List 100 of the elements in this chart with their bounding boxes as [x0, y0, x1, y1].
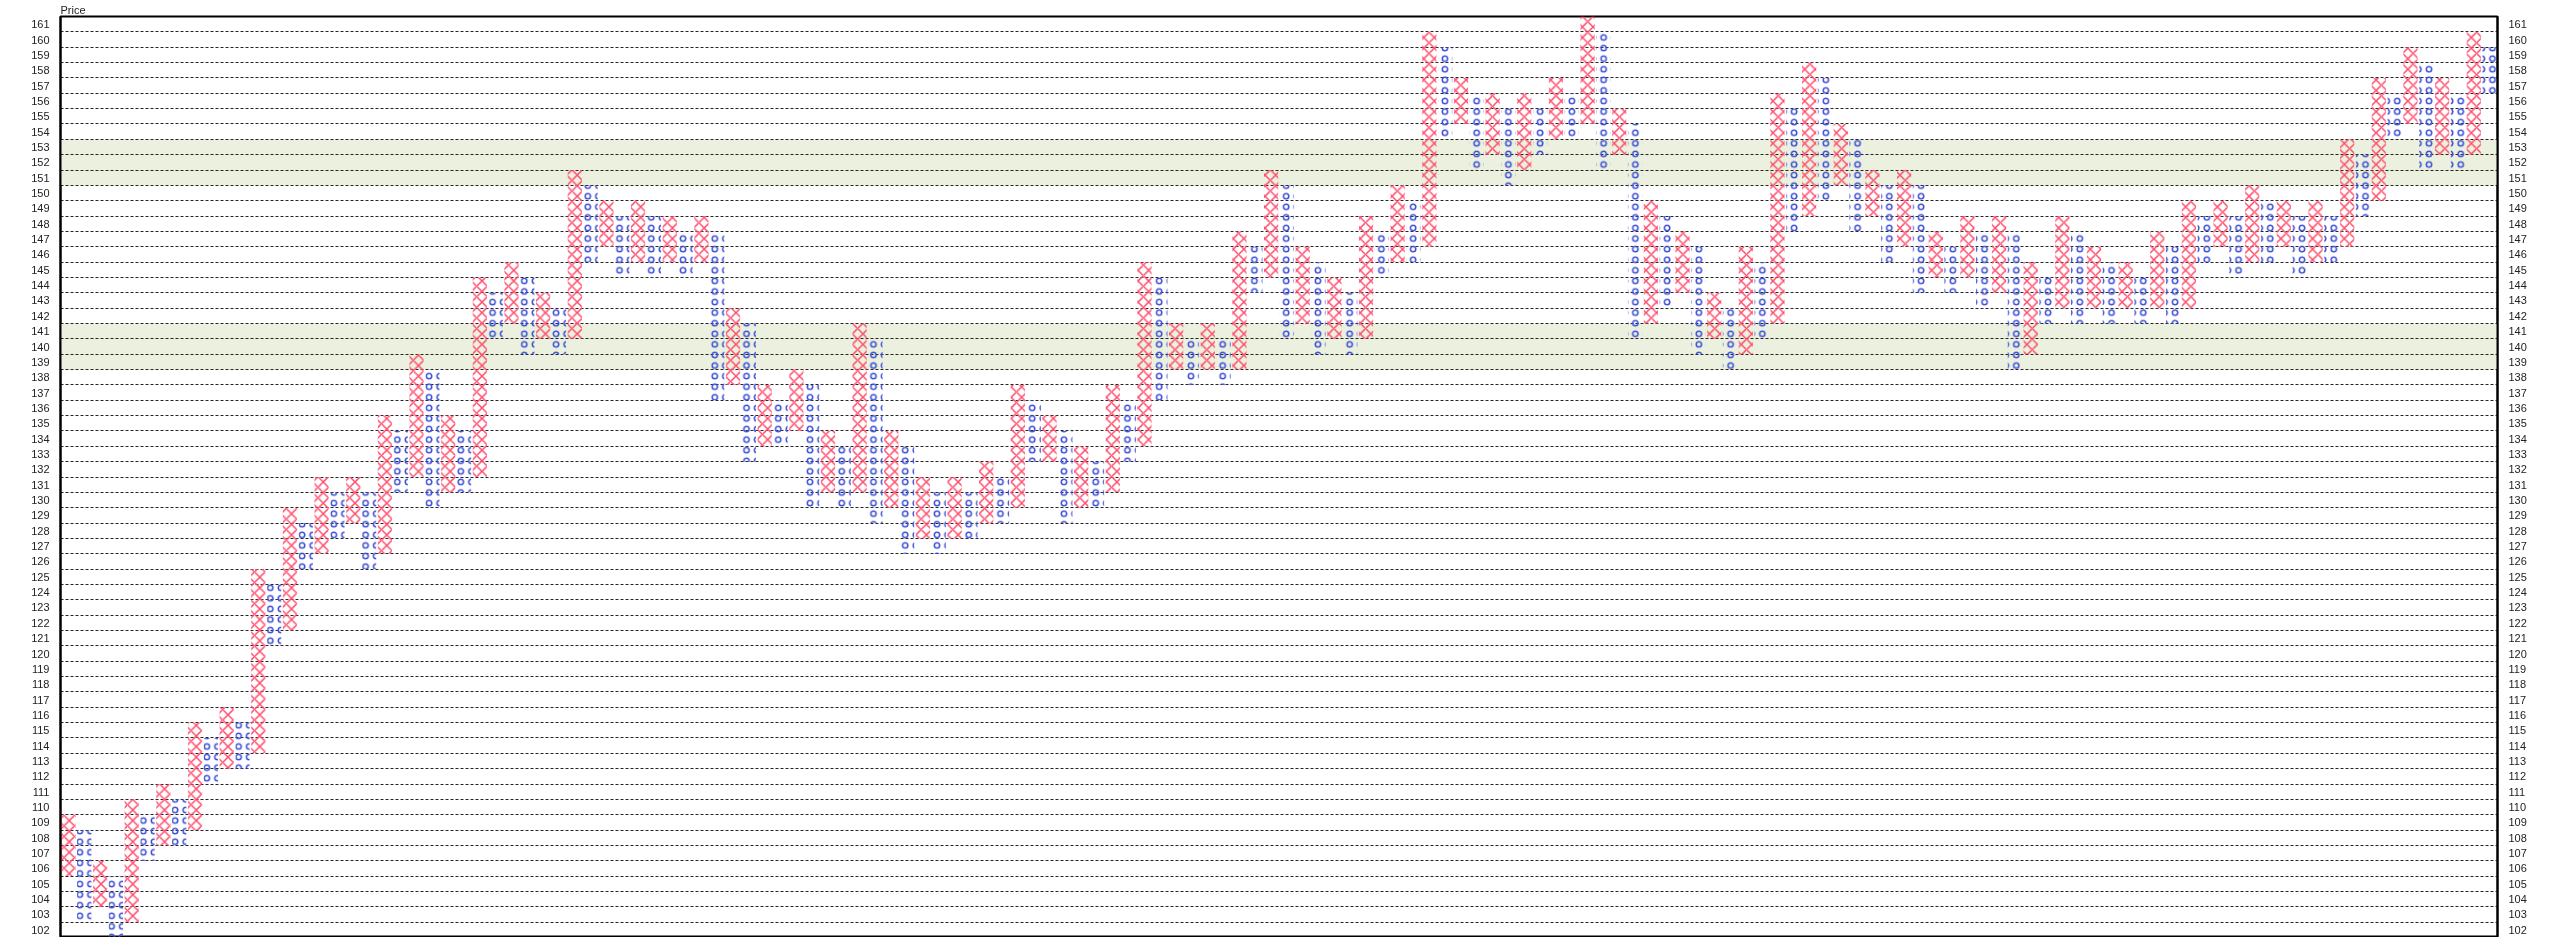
y-tick-label: 155	[31, 110, 50, 123]
y-tick-label: 158	[31, 64, 50, 77]
y2-tick-label: 115	[2508, 724, 2527, 737]
y-tick-label: 149	[31, 202, 50, 215]
y-tick-label: 106	[31, 862, 50, 875]
y2-tick-label: 136	[2508, 401, 2527, 414]
y2-tick-label: 113	[2508, 754, 2527, 767]
y2-tick-label: 130	[2508, 494, 2527, 507]
y-tick-label: 114	[31, 739, 50, 752]
y2-tick-label: 148	[2508, 217, 2527, 230]
y2-tick-label: 122	[2508, 616, 2527, 629]
y2-tick-label: 139	[2508, 355, 2527, 368]
y2-tick-label: 135	[2508, 417, 2527, 430]
y-tick-label: 108	[31, 831, 50, 844]
y-tick-label: 139	[31, 355, 50, 368]
y-tick-label: 154	[31, 125, 50, 138]
y-tick-label: 141	[31, 325, 50, 338]
y-tick-label: 112	[31, 770, 50, 783]
y2-tick-label: 150	[2508, 187, 2527, 200]
y-tick-label: 140	[31, 340, 50, 353]
y-tick-label: 137	[31, 386, 50, 399]
y2-tick-label: 129	[2508, 509, 2527, 522]
y-tick-label: 111	[32, 785, 50, 798]
y-tick-label: 107	[31, 847, 50, 860]
y-tick-label: 150	[31, 187, 50, 200]
y2-tick-label: 102	[2508, 923, 2527, 936]
y-tick-label: 156	[31, 94, 50, 107]
y-tick-label: 118	[31, 678, 50, 691]
y-tick-label: 159	[31, 48, 50, 61]
y2-tick-label: 157	[2508, 79, 2527, 92]
y2-tick-label: 145	[2508, 263, 2527, 276]
y-tick-label: 152	[31, 156, 50, 169]
y2-tick-label: 110	[2508, 801, 2527, 814]
y-tick-label: 151	[31, 171, 50, 184]
y-tick-label: 120	[31, 647, 50, 660]
y-tick-label: 117	[31, 693, 50, 706]
y2-tick-label: 161	[2508, 18, 2527, 31]
y-tick-label: 135	[31, 417, 50, 430]
y2-tick-label: 111	[2508, 785, 2526, 798]
y2-tick-label: 144	[2508, 279, 2527, 292]
y-tick-label: 109	[31, 816, 50, 829]
y2-tick-label: 158	[2508, 64, 2527, 77]
y-tick-label: 102	[31, 923, 50, 936]
y-tick-label: 128	[31, 524, 50, 537]
y2-tick-label: 125	[2508, 570, 2527, 583]
y2-tick-label: 105	[2508, 877, 2527, 890]
y2-tick-label: 154	[2508, 125, 2527, 138]
y-tick-label: 113	[31, 754, 50, 767]
y2-tick-label: 121	[2508, 632, 2527, 645]
y2-tick-label: 117	[2508, 693, 2527, 706]
y-tick-label: 147	[31, 233, 50, 246]
y2-tick-label: 152	[2508, 156, 2527, 169]
y2-tick-label: 107	[2508, 847, 2527, 860]
y2-tick-label: 140	[2508, 340, 2527, 353]
y-tick-label: 144	[31, 279, 50, 292]
y-tick-label: 116	[31, 708, 50, 721]
y-tick-label: 119	[31, 662, 50, 675]
y2-tick-label: 134	[2508, 432, 2527, 445]
y2-tick-label: 104	[2508, 893, 2527, 906]
y-tick-label: 136	[31, 401, 50, 414]
y2-tick-label: 160	[2508, 33, 2527, 46]
y2-tick-label: 146	[2508, 248, 2527, 261]
y2-tick-label: 106	[2508, 862, 2527, 875]
y2-tick-label: 151	[2508, 171, 2527, 184]
y2-tick-label: 159	[2508, 48, 2527, 61]
y2-tick-label: 143	[2508, 294, 2527, 307]
y2-tick-label: 131	[2508, 478, 2527, 491]
y-tick-label: 157	[31, 79, 50, 92]
y-tick-label: 161	[31, 18, 50, 31]
y2-tick-label: 127	[2508, 540, 2527, 553]
y-tick-label: 129	[31, 509, 50, 522]
y-axis-title: Price	[60, 3, 86, 16]
y-tick-label: 121	[31, 632, 50, 645]
y-tick-label: 142	[31, 309, 50, 322]
y2-tick-label: 120	[2508, 647, 2527, 660]
y2-tick-label: 149	[2508, 202, 2527, 215]
y-tick-label: 123	[31, 601, 50, 614]
y2-tick-label: 108	[2508, 831, 2527, 844]
y-tick-label: 133	[31, 447, 50, 460]
y2-tick-label: 109	[2508, 816, 2527, 829]
y-tick-label: 134	[31, 432, 50, 445]
y2-tick-label: 141	[2508, 325, 2527, 338]
y-tick-label: 148	[31, 217, 50, 230]
y-tick-label: 143	[31, 294, 50, 307]
y-tick-label: 145	[31, 263, 50, 276]
y2-tick-label: 124	[2508, 586, 2527, 599]
y2-tick-label: 156	[2508, 94, 2527, 107]
y-tick-label: 110	[31, 801, 50, 814]
y-tick-label: 115	[31, 724, 50, 737]
y-tick-label: 132	[31, 463, 50, 476]
y-tick-label: 104	[31, 893, 50, 906]
y2-tick-label: 138	[2508, 371, 2527, 384]
y2-tick-label: 126	[2508, 555, 2527, 568]
y-tick-label: 146	[31, 248, 50, 261]
y2-tick-label: 147	[2508, 233, 2527, 246]
y2-tick-label: 112	[2508, 770, 2527, 783]
y-tick-label: 131	[31, 478, 50, 491]
y-tick-label: 160	[31, 33, 50, 46]
y-tick-label: 122	[31, 616, 50, 629]
y2-tick-label: 114	[2508, 739, 2527, 752]
